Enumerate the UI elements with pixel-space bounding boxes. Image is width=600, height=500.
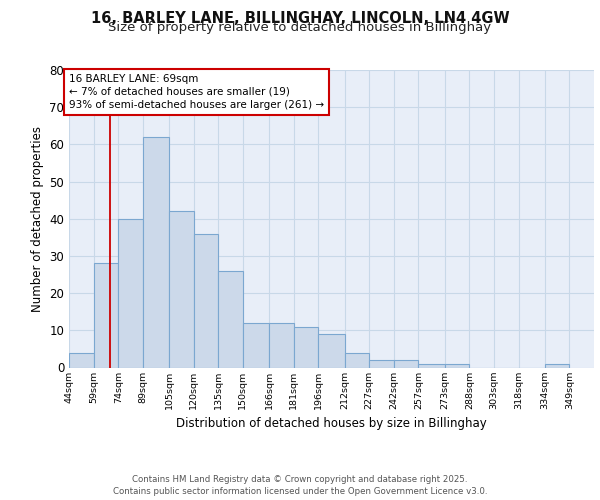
- Y-axis label: Number of detached properties: Number of detached properties: [31, 126, 44, 312]
- Bar: [143, 137, 169, 368]
- Text: Contains HM Land Registry data © Crown copyright and database right 2025.
Contai: Contains HM Land Registry data © Crown c…: [113, 475, 487, 496]
- Bar: [369, 360, 394, 368]
- Bar: [445, 364, 469, 368]
- Bar: [169, 212, 194, 368]
- Bar: [545, 364, 569, 368]
- Text: Size of property relative to detached houses in Billinghay: Size of property relative to detached ho…: [109, 21, 491, 34]
- Bar: [344, 352, 369, 368]
- Bar: [269, 323, 294, 368]
- Bar: [194, 234, 218, 368]
- Bar: [243, 323, 269, 368]
- Text: 16 BARLEY LANE: 69sqm
← 7% of detached houses are smaller (19)
93% of semi-detac: 16 BARLEY LANE: 69sqm ← 7% of detached h…: [69, 74, 324, 110]
- Bar: [394, 360, 418, 368]
- Bar: [69, 352, 94, 368]
- Text: 16, BARLEY LANE, BILLINGHAY, LINCOLN, LN4 4GW: 16, BARLEY LANE, BILLINGHAY, LINCOLN, LN…: [91, 11, 509, 26]
- Bar: [218, 271, 243, 368]
- Bar: [294, 326, 319, 368]
- Bar: [94, 264, 118, 368]
- Bar: [418, 364, 445, 368]
- X-axis label: Distribution of detached houses by size in Billinghay: Distribution of detached houses by size …: [176, 417, 487, 430]
- Bar: [118, 219, 143, 368]
- Bar: [319, 334, 344, 368]
